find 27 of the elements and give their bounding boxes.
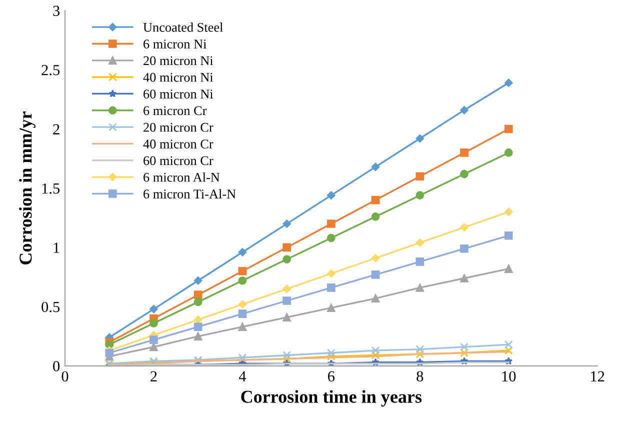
legend-label: 60 micron Cr <box>144 156 214 166</box>
legend-label: 6 micron Cr <box>144 106 207 116</box>
y-tick-label: 2.5 <box>42 64 60 76</box>
legend-label: 6 micron Al-N <box>144 172 220 182</box>
x-tick-label: 12 <box>591 371 604 382</box>
y-axis-title: Corrosion in mm/yr <box>19 112 36 264</box>
legend-label: 40 micron Cr <box>143 140 214 148</box>
legend-label: 20 micron Cr <box>144 122 214 132</box>
x-tick-label: 10 <box>502 371 516 382</box>
y-tick-label: 3 <box>53 6 60 16</box>
y-tick-label: 0.5 <box>42 302 60 312</box>
legend-label: 20 micron Ni <box>144 56 214 66</box>
x-tick-label: 0 <box>62 371 68 382</box>
x-tick-label: 2 <box>150 371 157 382</box>
legend-label: 40 micron Ni <box>143 72 214 82</box>
y-tick-label: 2 <box>53 124 60 134</box>
y-tick-label: 1 <box>54 242 60 253</box>
legend-label: 6 micron Ti-Al-N <box>144 189 236 198</box>
x-tick-label: 4 <box>238 371 246 382</box>
y-tick-label: 1.5 <box>42 183 60 194</box>
x-tick-label: 6 <box>328 371 335 382</box>
legend-label: 60 micron Ni <box>144 90 214 98</box>
y-tick-label: 0 <box>53 361 60 372</box>
x-axis-title: Corrosion time in years <box>241 390 422 407</box>
x-tick-label: 8 <box>416 371 424 382</box>
legend-label: Uncoated Steel <box>143 22 223 32</box>
legend-label: 6 micron Ni <box>144 40 206 48</box>
